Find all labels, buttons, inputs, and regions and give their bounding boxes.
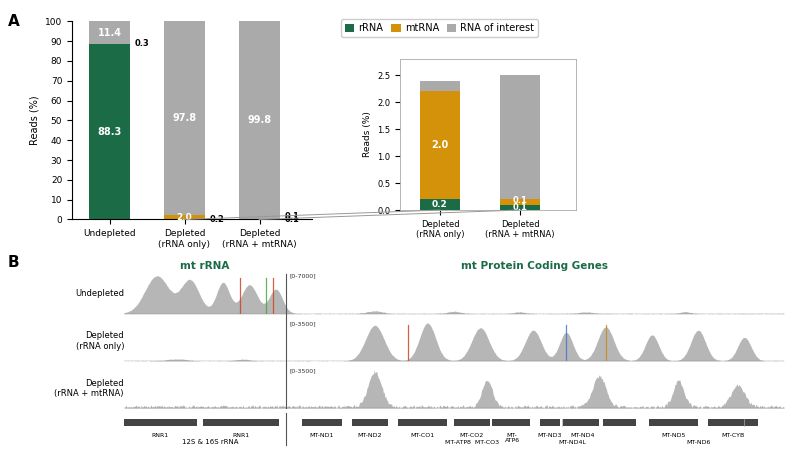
Bar — [492, 419, 520, 426]
Text: MT-ND2: MT-ND2 — [358, 433, 382, 438]
Text: [0-7000]: [0-7000] — [289, 274, 316, 279]
Text: mt rRNA: mt rRNA — [180, 261, 230, 271]
Text: 2.0: 2.0 — [431, 140, 449, 150]
Bar — [494, 419, 530, 426]
Bar — [602, 419, 635, 426]
Text: 97.8: 97.8 — [173, 113, 197, 123]
Text: 0.2: 0.2 — [432, 200, 448, 209]
Text: 12S & 16S rRNA: 12S & 16S rRNA — [182, 439, 238, 446]
Bar — [203, 419, 279, 426]
Text: 88.3: 88.3 — [98, 127, 122, 137]
Text: MT-ND5: MT-ND5 — [661, 433, 686, 438]
Bar — [420, 199, 460, 210]
Text: mt Protein Coding Genes: mt Protein Coding Genes — [462, 261, 608, 271]
Bar — [398, 419, 447, 426]
Text: 0.1: 0.1 — [284, 215, 299, 224]
Bar — [540, 419, 560, 426]
Bar — [708, 419, 758, 426]
Text: MT-ATP8  MT-CO3: MT-ATP8 MT-CO3 — [445, 440, 499, 446]
Text: MT-
ATP6: MT- ATP6 — [505, 433, 520, 443]
Text: 11.4: 11.4 — [98, 27, 122, 38]
Bar — [649, 419, 698, 426]
Text: 0.1: 0.1 — [284, 212, 299, 221]
Bar — [89, 44, 130, 219]
Bar — [500, 205, 540, 210]
Bar — [124, 419, 197, 426]
Bar — [352, 419, 388, 426]
Bar — [420, 81, 460, 92]
Text: Undepleted: Undepleted — [75, 289, 124, 298]
Text: MT-ND1: MT-ND1 — [310, 433, 334, 438]
Bar — [500, 75, 540, 199]
Bar — [164, 215, 205, 219]
Text: MT-ND4: MT-ND4 — [570, 433, 595, 438]
Text: MT-CO1: MT-CO1 — [410, 433, 434, 438]
Y-axis label: Reads (%): Reads (%) — [30, 95, 39, 145]
Text: 2.0: 2.0 — [177, 212, 192, 221]
Text: MT-CYB: MT-CYB — [721, 433, 744, 438]
Bar — [89, 21, 130, 44]
Bar — [302, 419, 342, 426]
Text: [0-3500]: [0-3500] — [289, 368, 316, 373]
Text: MT-CO2: MT-CO2 — [460, 433, 484, 438]
Bar — [563, 419, 599, 426]
Text: RNR1: RNR1 — [152, 433, 169, 438]
Y-axis label: Reads (%): Reads (%) — [362, 111, 371, 158]
Text: MT-ND6: MT-ND6 — [686, 440, 710, 446]
Text: 0.2: 0.2 — [210, 215, 224, 224]
Bar — [239, 21, 280, 219]
Text: 0.3: 0.3 — [134, 39, 149, 48]
Bar — [454, 419, 490, 426]
Text: 99.8: 99.8 — [247, 115, 271, 125]
Text: [0-3500]: [0-3500] — [289, 321, 316, 326]
Text: RNR1: RNR1 — [232, 433, 250, 438]
Text: MT-ND3: MT-ND3 — [538, 433, 562, 438]
Text: A: A — [8, 14, 20, 29]
Bar — [164, 21, 205, 215]
Bar — [420, 92, 460, 199]
Legend: rRNA, mtRNA, RNA of interest: rRNA, mtRNA, RNA of interest — [341, 19, 538, 37]
Text: 0.1: 0.1 — [513, 203, 527, 212]
Text: Depleted
(rRNA only): Depleted (rRNA only) — [75, 331, 124, 351]
Text: 0.1: 0.1 — [513, 196, 527, 205]
Bar — [500, 199, 540, 205]
Text: MT-ND4L: MT-ND4L — [558, 440, 586, 446]
Text: B: B — [8, 255, 20, 270]
Text: Depleted
(rRNA + mtRNA): Depleted (rRNA + mtRNA) — [54, 379, 124, 398]
